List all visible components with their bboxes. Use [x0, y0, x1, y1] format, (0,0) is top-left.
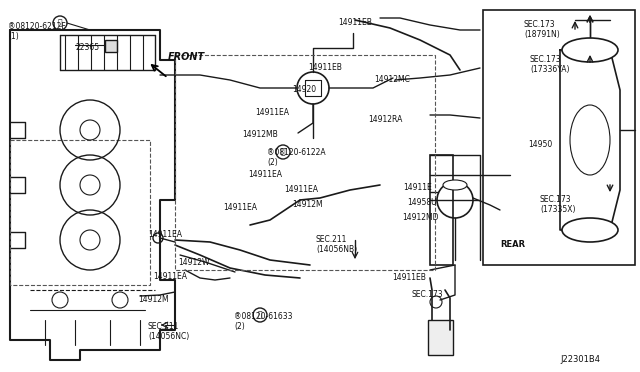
Text: 14911EA: 14911EA — [248, 170, 282, 179]
Text: ®08120-6212F
(1): ®08120-6212F (1) — [8, 22, 66, 41]
Text: SEC.173
(17336YA): SEC.173 (17336YA) — [530, 55, 570, 74]
Text: 22365: 22365 — [75, 43, 99, 52]
Text: 14912M: 14912M — [292, 200, 323, 209]
Text: REAR: REAR — [500, 240, 525, 249]
Text: 14911EB: 14911EB — [392, 273, 426, 282]
Text: 14911EA: 14911EA — [223, 203, 257, 212]
Text: 14958U: 14958U — [407, 198, 436, 207]
Text: 14912MD: 14912MD — [402, 213, 438, 222]
Text: 14911EA: 14911EA — [153, 272, 187, 281]
Text: Ⓣ: Ⓣ — [258, 311, 262, 320]
Text: 14912MB: 14912MB — [242, 130, 278, 139]
Text: Ⓣ: Ⓣ — [58, 19, 62, 28]
Text: 14911EA: 14911EA — [255, 108, 289, 117]
Ellipse shape — [570, 105, 610, 175]
Text: 14912MC: 14912MC — [374, 75, 410, 84]
Bar — [10, 140, 150, 285]
Text: 14912M: 14912M — [138, 295, 168, 304]
Text: SEC.211
(14056NC): SEC.211 (14056NC) — [148, 322, 189, 341]
Bar — [430, 155, 453, 265]
Bar — [483, 10, 635, 265]
Text: Ⓣ: Ⓣ — [281, 148, 285, 157]
Text: 14950: 14950 — [528, 140, 552, 149]
Text: SEC.173
(17335X): SEC.173 (17335X) — [540, 195, 575, 214]
Text: ®08120-61633
(2): ®08120-61633 (2) — [234, 312, 292, 331]
Bar — [175, 55, 435, 270]
Text: 14911EA: 14911EA — [148, 230, 182, 239]
Text: ®08120-6122A
(2): ®08120-6122A (2) — [267, 148, 326, 167]
Ellipse shape — [443, 180, 467, 190]
Text: 14911EB: 14911EB — [308, 63, 342, 72]
Text: 14912RA: 14912RA — [368, 115, 403, 124]
Text: SEC.173: SEC.173 — [412, 290, 444, 299]
Ellipse shape — [562, 38, 618, 62]
Text: J22301B4: J22301B4 — [560, 355, 600, 364]
Text: SEC.211
(14056NB): SEC.211 (14056NB) — [316, 235, 357, 254]
Text: 14911EA: 14911EA — [284, 185, 318, 194]
Text: 14912W: 14912W — [178, 258, 209, 267]
Text: SEC.173
(18791N): SEC.173 (18791N) — [524, 20, 560, 39]
Ellipse shape — [562, 218, 618, 242]
Bar — [105, 40, 117, 52]
Text: 14911EB: 14911EB — [338, 18, 372, 27]
Text: FRONT: FRONT — [168, 52, 205, 62]
Text: 14911E: 14911E — [403, 183, 432, 192]
Text: 14920: 14920 — [292, 85, 316, 94]
Bar — [428, 320, 453, 355]
